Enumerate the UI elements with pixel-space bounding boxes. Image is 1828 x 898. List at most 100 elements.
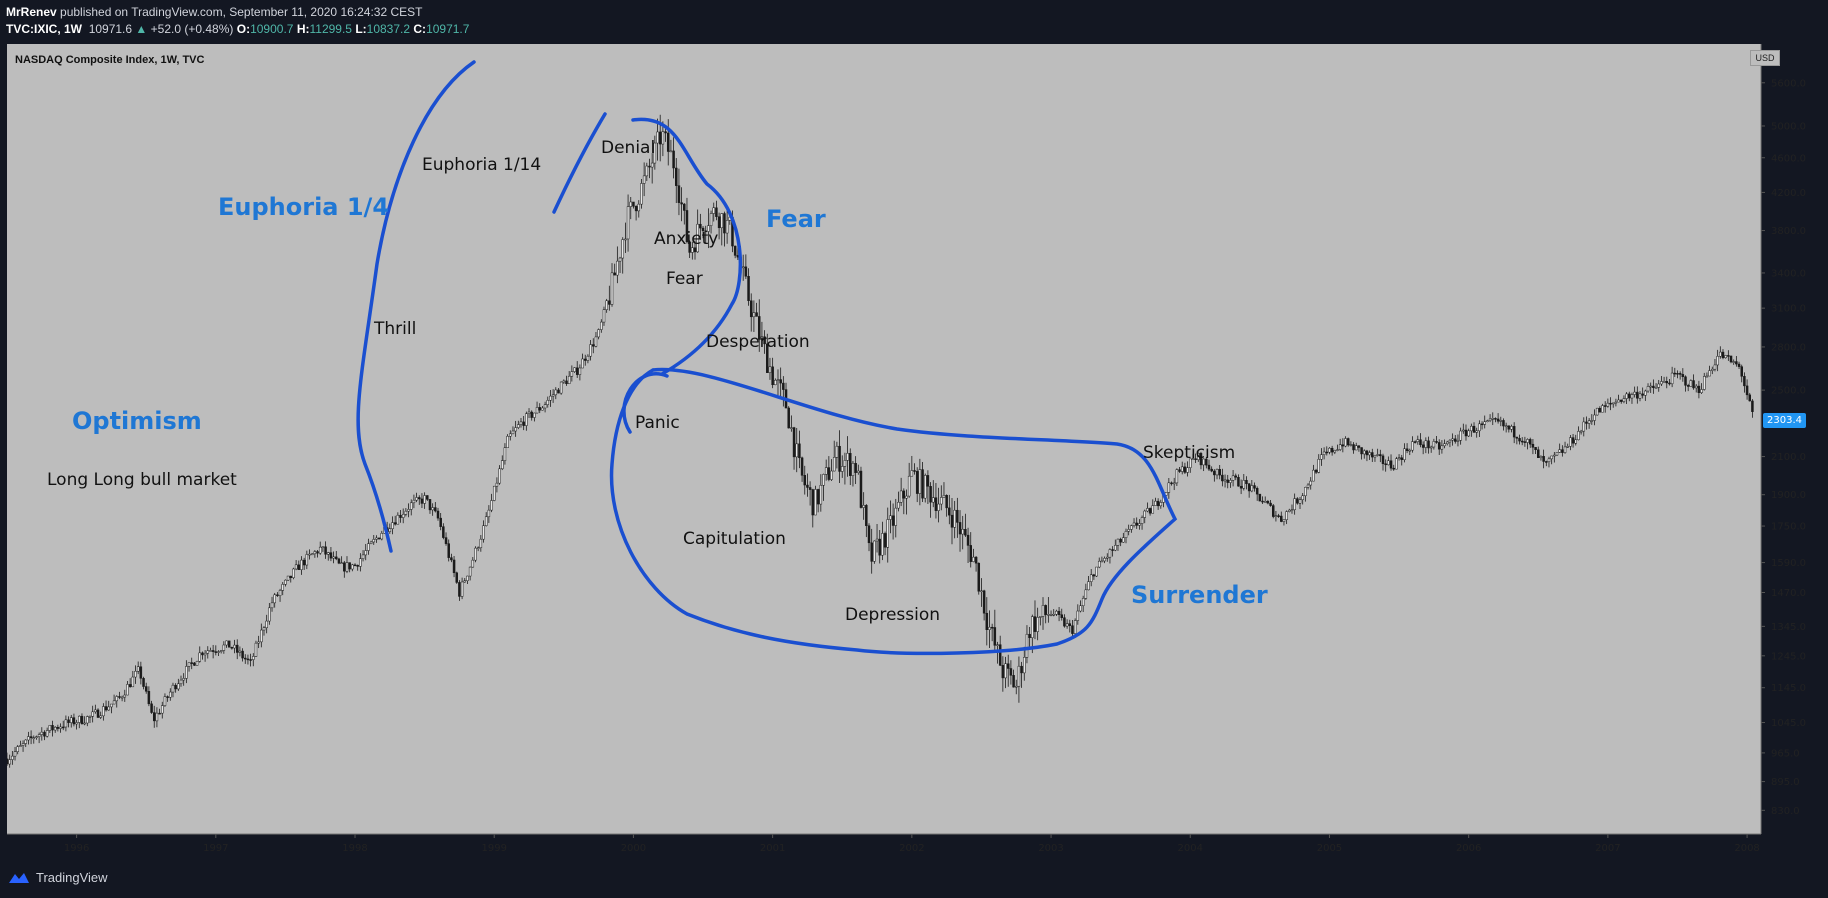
high-value: 11299.5: [309, 22, 352, 36]
candle-body: [1044, 605, 1047, 615]
candle-body: [340, 562, 343, 564]
candle-body: [966, 534, 970, 546]
candle-body: [1023, 657, 1026, 674]
candle-body: [881, 533, 884, 556]
tradingview-logo[interactable]: TradingView: [8, 870, 108, 885]
candle-body: [921, 469, 924, 499]
candle-body: [337, 558, 341, 564]
candle-body: [980, 590, 983, 593]
candle-body: [361, 554, 365, 559]
candle-body: [463, 580, 467, 583]
candle-body: [886, 519, 889, 548]
candle-body: [1095, 566, 1098, 577]
candle-body: [1523, 441, 1527, 443]
annotation-label: Depression: [845, 605, 940, 625]
candle-body: [1207, 464, 1211, 470]
candle-body: [423, 495, 426, 504]
candle-body: [1017, 665, 1021, 687]
candle-body: [1247, 483, 1251, 492]
author-name[interactable]: MrRenev: [6, 5, 57, 19]
chart-panel[interactable]: [7, 44, 1761, 834]
candle-body: [1389, 460, 1393, 469]
y-tick-label: 965.0: [1771, 748, 1800, 759]
candle-body: [318, 546, 322, 554]
candle-body: [1288, 509, 1291, 512]
candle-body: [1512, 426, 1516, 438]
candle-body: [1636, 391, 1639, 399]
candle-body: [640, 183, 643, 205]
candle-body: [1472, 425, 1476, 433]
candle-body: [487, 509, 491, 518]
candle-body: [498, 468, 501, 484]
candle-body: [1124, 530, 1128, 538]
x-tick-label: 1997: [203, 843, 228, 854]
hand-drawn-strokes: [356, 60, 1178, 656]
candle-body: [343, 562, 346, 572]
symbol-label: TVC:IXIC, 1W: [6, 22, 83, 36]
candle-body: [476, 547, 480, 550]
candle-body: [356, 564, 359, 567]
candle-body: [482, 525, 485, 540]
candle-body: [629, 201, 633, 207]
y-tick-label: 4600.0: [1771, 153, 1806, 164]
candle-body: [1387, 460, 1390, 466]
close-value: 10971.7: [426, 22, 470, 36]
candle-body: [1381, 455, 1385, 465]
candle-body: [1571, 437, 1575, 444]
candle-body: [1421, 444, 1425, 448]
open-label: O:: [236, 22, 251, 36]
candle-body: [889, 515, 892, 520]
candle-body: [1499, 420, 1503, 422]
candle-body: [426, 495, 429, 500]
candle-body: [1727, 355, 1730, 357]
candle-body: [1566, 446, 1569, 448]
candle-body: [238, 650, 242, 653]
candle-body: [1159, 502, 1163, 507]
candle-body: [985, 612, 989, 630]
candle-body: [466, 575, 469, 581]
candle-body: [455, 572, 458, 583]
candle-body: [139, 666, 143, 679]
candle-body: [527, 411, 531, 414]
candle-body: [1006, 663, 1010, 669]
candle-body: [59, 726, 62, 729]
candle-body: [64, 719, 68, 728]
candle-body: [779, 379, 782, 384]
candle-body: [1403, 448, 1406, 460]
candle-body: [1611, 402, 1615, 405]
candle-body: [1253, 485, 1256, 489]
candle-body: [1534, 447, 1537, 451]
candle-body: [669, 150, 673, 153]
candle-body: [701, 227, 705, 232]
candle-body: [83, 722, 86, 725]
candle-body: [1346, 438, 1350, 446]
candle-body: [506, 435, 509, 448]
x-tick-label: 2002: [899, 843, 924, 854]
candle-body: [950, 514, 954, 528]
candle-body: [645, 165, 649, 177]
candle-body: [691, 247, 694, 253]
candle-body: [1520, 440, 1524, 443]
candle-body: [768, 366, 772, 373]
candle-body: [878, 538, 881, 556]
candle-body: [1620, 399, 1623, 402]
candle-body: [511, 430, 515, 435]
chart-canvas[interactable]: 5600.0 5000.0 4600.0 4200.0 3800.0 3400.0 3100…: [7, 44, 1821, 862]
candle-body: [923, 475, 927, 499]
candle-body: [600, 321, 603, 330]
candle-body: [1079, 605, 1082, 612]
candle-body: [1702, 376, 1706, 390]
candle-body: [72, 717, 76, 725]
candle-body: [88, 716, 92, 718]
candle-body: [774, 379, 777, 386]
candle-body: [1454, 438, 1457, 442]
annotation-label: Skepticism: [1143, 443, 1235, 463]
candle-body: [1601, 405, 1604, 413]
y-tick-label: 4200.0: [1771, 188, 1806, 199]
candle-body: [1116, 538, 1120, 546]
candle-body: [278, 590, 282, 596]
candle-body: [693, 247, 697, 253]
candle-body: [1668, 382, 1671, 385]
candle-body: [1304, 487, 1307, 497]
candle-body: [246, 658, 250, 661]
